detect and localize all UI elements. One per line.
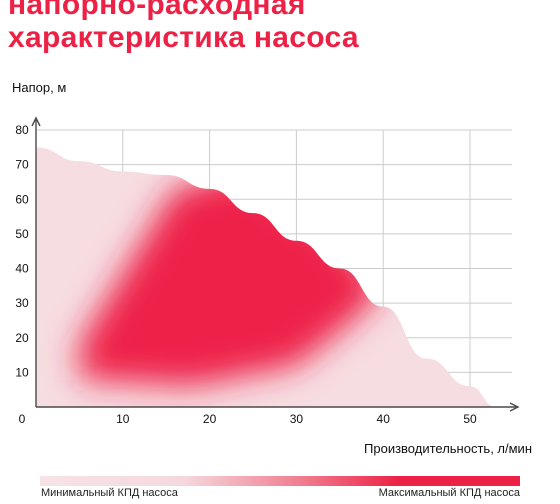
y-tick-label-10: 10	[15, 365, 29, 379]
y-tick-label-20: 20	[15, 331, 29, 345]
legend-min-label: Минимальный КПД насоса	[41, 487, 178, 499]
legend-max-label: Максимальный КПД насоса	[378, 487, 520, 499]
y-tick-label-40: 40	[15, 262, 29, 276]
x-tick-label-40: 40	[377, 412, 391, 426]
x-tick-label-10: 10	[116, 412, 130, 426]
chart-title: напорно-расходная характеристика насоса	[8, 0, 359, 54]
y-tick-label-50: 50	[15, 227, 29, 241]
y-tick-label-80: 80	[15, 123, 29, 137]
x-tick-labels: 10 20 30 40 50	[116, 412, 477, 426]
x-tick-label-20: 20	[203, 412, 217, 426]
y-axis-label: Напор, м	[12, 80, 67, 95]
x-tick-label-30: 30	[290, 412, 304, 426]
y-tick-label-70: 70	[15, 158, 29, 172]
y-tick-label-60: 60	[15, 192, 29, 206]
chart-title-line2: характеристика насоса	[8, 21, 359, 54]
x-tick-label-50: 50	[463, 412, 477, 426]
x-axis-label: Производительность, л/мин	[364, 441, 532, 456]
y-tick-label-30: 30	[15, 296, 29, 310]
y-axis-arrow	[31, 116, 41, 127]
axes	[31, 116, 520, 412]
x-axis-arrow	[509, 402, 520, 412]
efficiency-legend-bar	[40, 476, 520, 486]
origin-label: 0	[19, 412, 26, 426]
y-tick-labels: 10 20 30 40 50 60 70 80 0	[15, 123, 29, 426]
chart-title-line1: напорно-расходная	[8, 0, 306, 21]
